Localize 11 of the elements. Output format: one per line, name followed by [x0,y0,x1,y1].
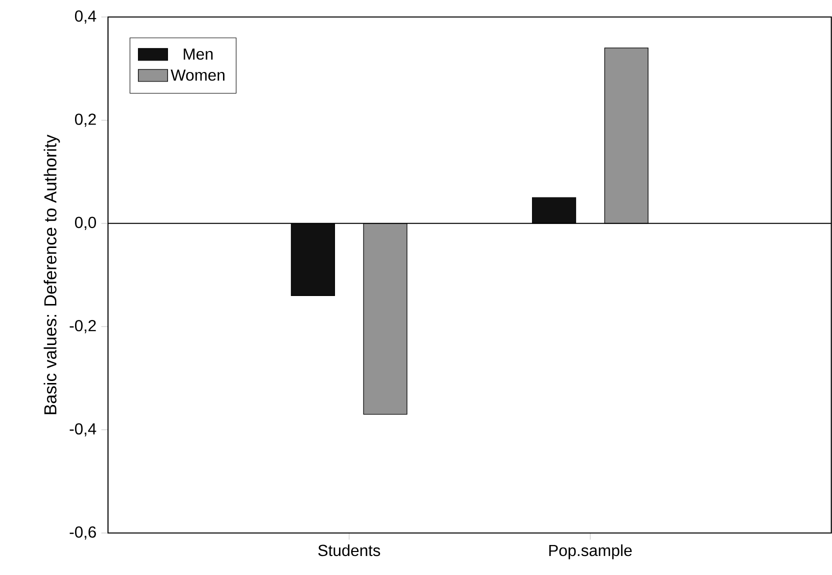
x-tick-label: Pop.sample [549,544,632,560]
y-tick-label: -0,4 [70,423,96,436]
y-tick-label: -0,6 [70,526,96,540]
y-tick-label: 0,2 [75,114,96,127]
legend-label: Women [170,70,224,81]
y-tick-label: 0,0 [75,216,96,230]
y-tick-label: -0,2 [70,320,96,334]
x-tick-label: Students [318,544,380,556]
legend-label: Men [184,48,213,60]
y-axis-title: Basic values: Deference to Authority [44,134,60,414]
y-tick-label: 0,4 [75,10,96,24]
